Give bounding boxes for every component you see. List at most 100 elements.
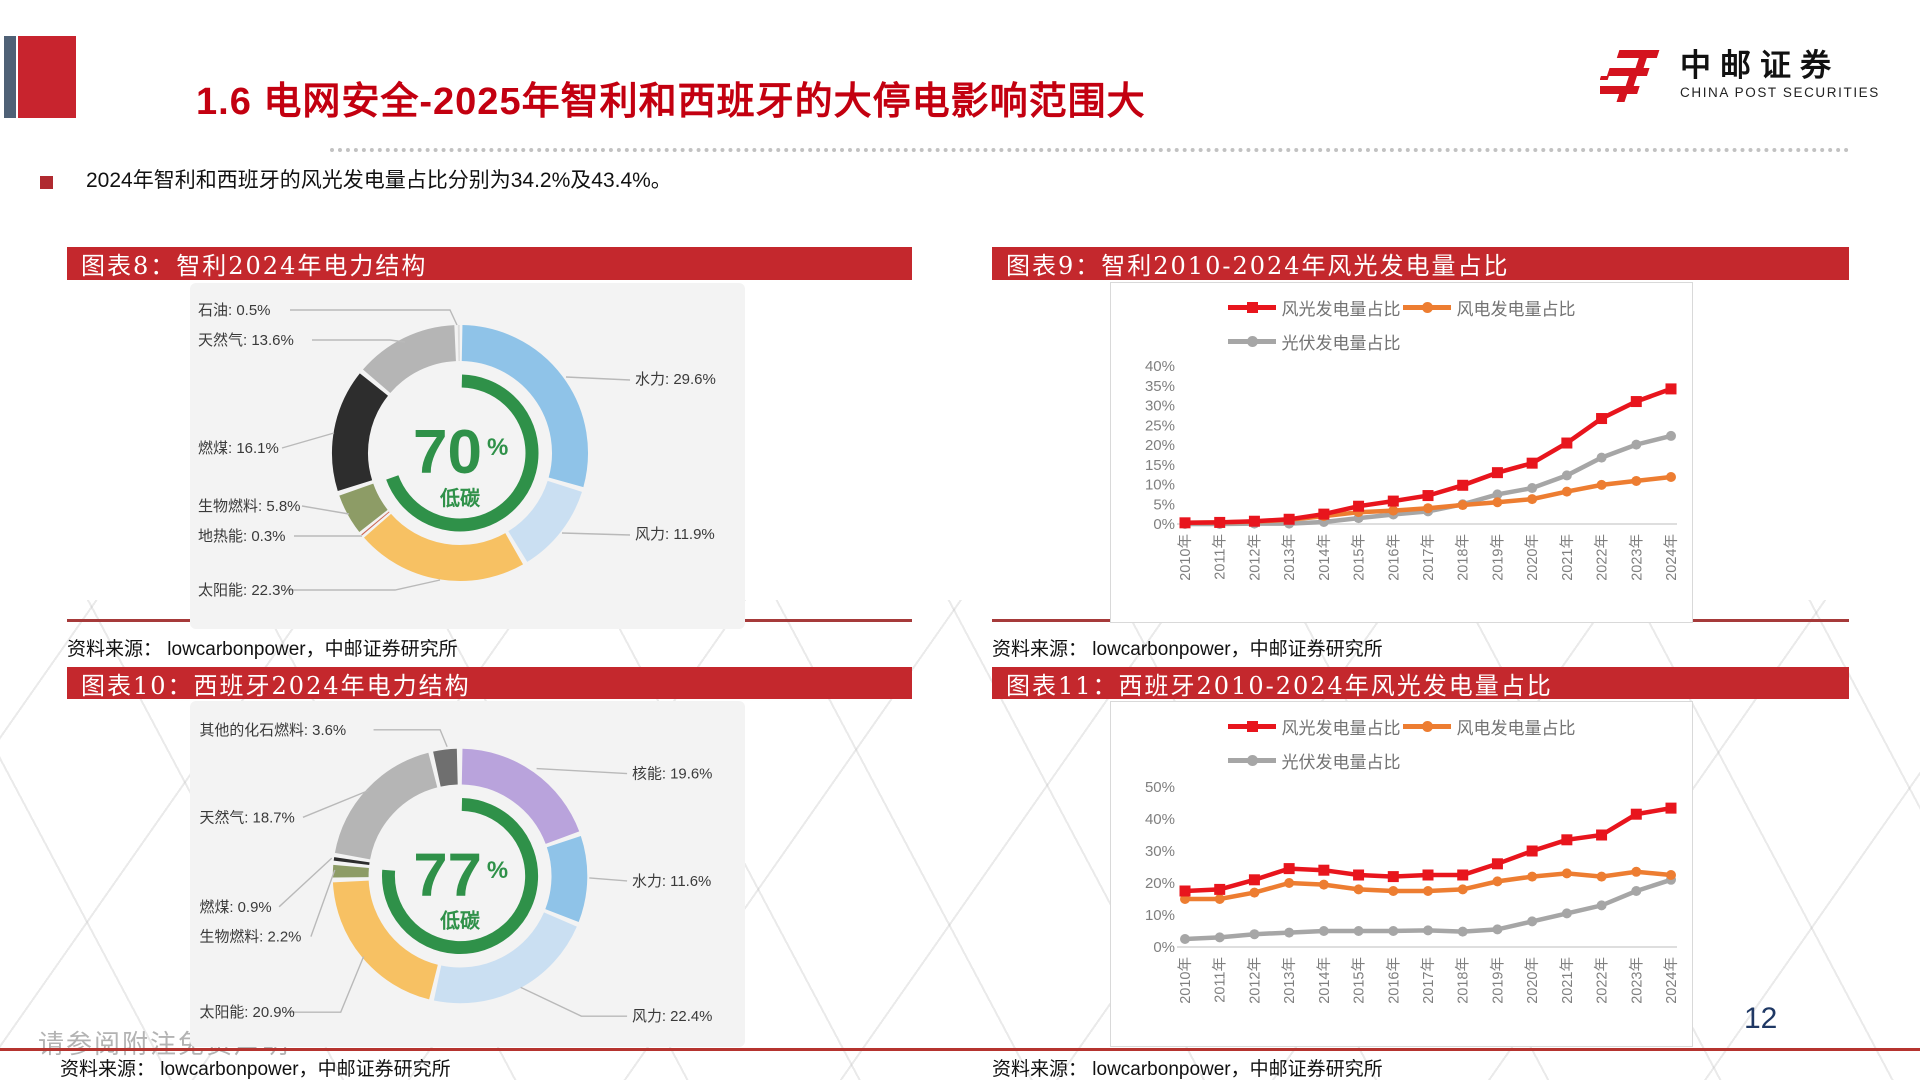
donut-center-unit: % [487, 857, 508, 884]
svg-text:25%: 25% [1145, 417, 1175, 434]
donut-center-value: 70 [413, 418, 482, 487]
svg-text:30%: 30% [1145, 843, 1175, 860]
chart8-title: 图表8：智利2024年电力结构 [81, 252, 428, 280]
chart11-source: 资料来源： lowcarbonpower，中邮证券研究所 [992, 1059, 1383, 1080]
slice-label-otherfossil: 其他的化石燃料: 3.6% [200, 721, 347, 739]
title-divider [330, 148, 1850, 152]
slice-label-geo: 地热能: 0.3% [198, 528, 286, 545]
svg-text:20%: 20% [1145, 875, 1175, 892]
svg-text:20%: 20% [1145, 437, 1175, 454]
slice-label-wind: 风力: 11.9% [635, 526, 715, 543]
slice-label-hydro: 水力: 11.6% [632, 873, 711, 890]
svg-text:30%: 30% [1145, 398, 1175, 415]
svg-text:2022年: 2022年 [1594, 957, 1611, 1004]
chile-donut-chart: 石油: 0.5% 天然气: 13.6% 燃煤: 16.1% 生物燃料: 5.8%… [198, 302, 716, 599]
svg-text:5%: 5% [1153, 496, 1175, 513]
svg-text:2010年: 2010年 [1177, 534, 1194, 581]
svg-text:2019年: 2019年 [1489, 534, 1506, 581]
svg-text:50%: 50% [1145, 779, 1175, 796]
chart10-figure: 其他的化石燃料: 3.6% 天然气: 18.7% 燃煤: 0.9% 生物燃料: … [190, 701, 745, 1047]
svg-text:2019年: 2019年 [1489, 957, 1506, 1004]
svg-text:15%: 15% [1145, 457, 1175, 474]
slice-label-gas: 天然气: 13.6% [198, 332, 294, 349]
slice-label-nuclear: 核能: 19.6% [632, 766, 712, 783]
chart9-figure: 风光发电量占比 风电发电量占比 光伏发电量占比 40% 35% 30% 25% 20% 1… [1110, 282, 1693, 623]
logo-text-en: CHINA POST SECURITIES [1680, 85, 1880, 101]
svg-text:2015年: 2015年 [1351, 957, 1368, 1004]
chart9-source: 资料来源： lowcarbonpower，中邮证券研究所 [992, 639, 1383, 660]
spain-donut-chart: 其他的化石燃料: 3.6% 天然气: 18.7% 燃煤: 0.9% 生物燃料: … [200, 721, 713, 1025]
svg-text:40%: 40% [1145, 811, 1175, 828]
slice-label-coal: 燃煤: 16.1% [198, 439, 279, 457]
chart9-legend: 风光发电量占比 风电发电量占比 光伏发电量占比 [1227, 295, 1576, 354]
chart9-banner: 图表9：智利2010-2024年风光发电量占比 [992, 247, 1849, 280]
footer-divider [0, 1048, 1920, 1051]
svg-text:2015年: 2015年 [1351, 534, 1368, 581]
accent-bar-red [18, 36, 76, 118]
svg-text:10%: 10% [1145, 907, 1175, 924]
legend-line-orange [1402, 302, 1451, 313]
svg-text:2011年: 2011年 [1212, 957, 1229, 1003]
chart8-source: 资料来源： lowcarbonpower，中邮证券研究所 [67, 639, 458, 660]
svg-text:2014年: 2014年 [1316, 957, 1333, 1004]
chart9-title: 图表9：智利2010-2024年风光发电量占比 [1006, 252, 1510, 280]
china-post-logo: 中邮证券 CHINA POST SECURITIES [1600, 42, 1880, 108]
donut-center-value: 77 [413, 841, 482, 910]
chart8-banner: 图表8：智利2024年电力结构 [67, 247, 912, 280]
chart11-legend: 风光发电量占比 风电发电量占比 光伏发电量占比 [1227, 714, 1576, 773]
chart11-banner: 图表11：西班牙2010-2024年风光发电量占比 [992, 667, 1849, 700]
chart8-figure: 石油: 0.5% 天然气: 13.6% 燃煤: 16.1% 生物燃料: 5.8%… [190, 283, 745, 629]
svg-text:2011年: 2011年 [1212, 534, 1229, 580]
svg-text:2016年: 2016年 [1385, 534, 1402, 581]
slice-label-wind: 风力: 22.4% [632, 1008, 712, 1025]
page-number: 12 [1744, 1002, 1778, 1035]
svg-text:0%: 0% [1153, 516, 1175, 533]
svg-text:2018年: 2018年 [1455, 957, 1472, 1004]
slice-label-coal: 燃煤: 0.9% [200, 898, 272, 916]
logo-text-cn: 中邮证券 [1680, 48, 1840, 84]
svg-text:2012年: 2012年 [1246, 534, 1263, 581]
svg-text:2020年: 2020年 [1524, 957, 1541, 1004]
donut-center-label: 低碳 [439, 486, 481, 510]
legend-line-gray [1227, 755, 1276, 766]
svg-text:2010年: 2010年 [1177, 957, 1194, 1004]
svg-text:2020年: 2020年 [1524, 534, 1541, 581]
legend-item-solar: 光伏发电量占比 [1227, 329, 1401, 354]
svg-text:2018年: 2018年 [1455, 534, 1472, 581]
chart10-title: 图表10：西班牙2024年电力结构 [81, 671, 471, 700]
svg-text:10%: 10% [1145, 477, 1175, 494]
svg-text:2017年: 2017年 [1420, 957, 1437, 1004]
svg-text:2014年: 2014年 [1316, 534, 1333, 581]
svg-text:40%: 40% [1145, 358, 1175, 375]
svg-text:2021年: 2021年 [1559, 534, 1576, 581]
slice-label-bio: 生物燃料: 2.2% [200, 928, 302, 946]
svg-text:35%: 35% [1145, 378, 1175, 395]
page-title: 1.6 电网安全-2025年智利和西班牙的大停电影响范围大 [196, 81, 1146, 123]
svg-text:2017年: 2017年 [1420, 534, 1437, 581]
legend-item-total: 风光发电量占比 [1227, 714, 1401, 739]
donut-center-unit: % [487, 434, 508, 461]
legend-item-total: 风光发电量占比 [1227, 295, 1401, 320]
spain-line-chart: 50% 40% 30% 20% 10% 0%2010年 2011年 2012年 2013年 201… [1145, 779, 1680, 1004]
slice-label-solar: 太阳能: 22.3% [198, 582, 294, 599]
slice-label-hydro: 水力: 29.6% [635, 371, 716, 388]
donut-center-label: 低碳 [439, 910, 481, 933]
svg-text:2012年: 2012年 [1246, 957, 1263, 1004]
svg-text:2021年: 2021年 [1559, 957, 1576, 1004]
svg-text:2023年: 2023年 [1628, 957, 1645, 1004]
chart11-title: 图表11：西班牙2010-2024年风光发电量占比 [1006, 671, 1553, 700]
svg-text:0%: 0% [1153, 939, 1175, 956]
slice-label-gas: 天然气: 18.7% [200, 809, 295, 826]
legend-line-gray [1227, 336, 1276, 347]
chart10-source: 资料来源： lowcarbonpower，中邮证券研究所 [60, 1059, 451, 1080]
accent-bar-slate [4, 36, 16, 118]
chile-line-chart: 40% 35% 30% 25% 20% 15% 10% 5% 0%2010年 2011年 2012年… [1145, 358, 1680, 581]
svg-text:2024年: 2024年 [1663, 957, 1680, 1004]
svg-text:2023年: 2023年 [1628, 534, 1645, 581]
svg-text:2013年: 2013年 [1281, 534, 1298, 581]
legend-item-wind: 风电发电量占比 [1402, 714, 1576, 739]
slice-label-bio: 生物燃料: 5.8% [198, 497, 301, 515]
chart11-figure: 风光发电量占比 风电发电量占比 光伏发电量占比 50% 40% 30% 20% 10% 0… [1110, 701, 1693, 1047]
svg-text:2024年: 2024年 [1663, 534, 1680, 581]
legend-item-wind: 风电发电量占比 [1402, 295, 1576, 320]
